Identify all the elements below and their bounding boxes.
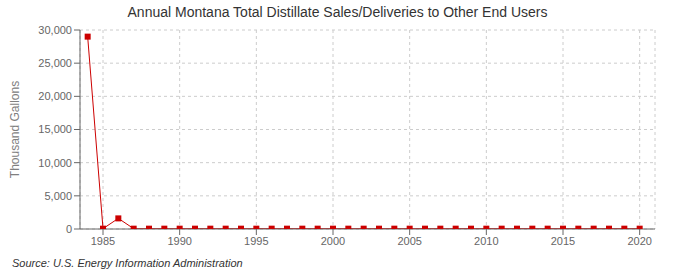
svg-text:5,000: 5,000 [44, 190, 72, 202]
svg-text:2015: 2015 [551, 235, 575, 247]
svg-text:25,000: 25,000 [38, 57, 72, 69]
svg-text:0: 0 [66, 223, 72, 235]
svg-text:2010: 2010 [474, 235, 498, 247]
svg-text:Thousand Gallons: Thousand Gallons [8, 81, 22, 178]
svg-text:10,000: 10,000 [38, 157, 72, 169]
svg-text:30,000: 30,000 [38, 24, 72, 36]
svg-text:20,000: 20,000 [38, 90, 72, 102]
svg-text:2020: 2020 [627, 235, 651, 247]
svg-text:1995: 1995 [244, 235, 268, 247]
html-text:Source: U.S. Energy Informatio: Source: U.S. Energy Information Administ… [12, 257, 243, 269]
svg-text:1990: 1990 [167, 235, 191, 247]
svg-text:15,000: 15,000 [38, 123, 72, 135]
svg-text:2000: 2000 [321, 235, 345, 247]
svg-text:1985: 1985 [91, 235, 115, 247]
html-text:Annual Montana Total Distillat: Annual Montana Total Distillate Sales/De… [127, 4, 548, 20]
svg-text:2005: 2005 [397, 235, 421, 247]
